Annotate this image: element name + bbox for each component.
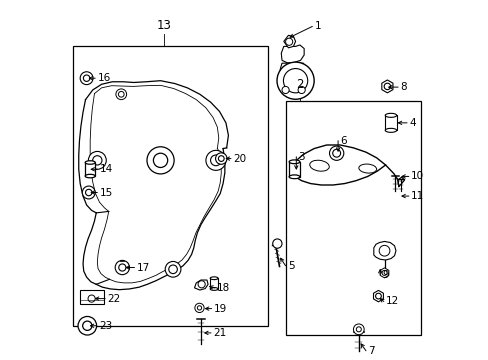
Circle shape (194, 303, 203, 312)
Ellipse shape (210, 277, 218, 280)
Text: 22: 22 (107, 294, 121, 303)
Circle shape (83, 75, 90, 81)
Circle shape (116, 89, 126, 100)
Text: 21: 21 (213, 328, 226, 338)
Circle shape (88, 295, 95, 302)
Polygon shape (280, 63, 304, 91)
Bar (385, 115, 396, 130)
Circle shape (93, 156, 102, 165)
Circle shape (82, 321, 92, 330)
Text: 1: 1 (314, 21, 321, 31)
Ellipse shape (385, 129, 396, 132)
Text: 11: 11 (410, 191, 424, 201)
Polygon shape (283, 35, 295, 48)
Text: 2: 2 (296, 78, 303, 91)
Text: 3: 3 (298, 152, 305, 162)
Polygon shape (373, 242, 395, 260)
Circle shape (82, 186, 95, 199)
Text: 9: 9 (382, 270, 388, 280)
Circle shape (353, 324, 364, 335)
Polygon shape (380, 268, 388, 278)
Circle shape (115, 260, 129, 275)
Circle shape (153, 153, 167, 167)
Circle shape (283, 68, 307, 93)
Circle shape (168, 265, 177, 274)
Text: 7: 7 (367, 346, 374, 356)
Ellipse shape (309, 160, 328, 171)
Bar (285, 102, 421, 336)
Text: 4: 4 (408, 118, 415, 128)
Ellipse shape (358, 164, 376, 173)
Polygon shape (281, 45, 304, 63)
Circle shape (298, 86, 305, 94)
Circle shape (218, 156, 224, 161)
Polygon shape (381, 80, 392, 93)
Circle shape (205, 150, 225, 170)
Ellipse shape (85, 174, 95, 178)
Circle shape (276, 62, 313, 99)
Text: 14: 14 (99, 164, 113, 174)
Circle shape (282, 86, 288, 94)
Text: 8: 8 (400, 82, 406, 92)
Bar (210, 278, 218, 289)
Ellipse shape (85, 161, 95, 164)
Circle shape (85, 189, 92, 196)
Text: 20: 20 (233, 154, 245, 163)
Polygon shape (397, 177, 404, 186)
Circle shape (198, 281, 205, 288)
Circle shape (119, 264, 125, 271)
Text: 12: 12 (385, 296, 398, 306)
Circle shape (381, 270, 386, 275)
Circle shape (329, 146, 343, 160)
Circle shape (197, 306, 201, 310)
Circle shape (378, 246, 389, 256)
Circle shape (165, 261, 181, 277)
Circle shape (375, 293, 381, 299)
Circle shape (215, 153, 226, 164)
Polygon shape (373, 291, 383, 302)
Bar (288, 162, 299, 177)
Bar (85, 162, 95, 176)
Bar (73, 46, 267, 327)
Ellipse shape (385, 113, 396, 117)
Text: 15: 15 (99, 188, 113, 198)
Text: 18: 18 (216, 283, 229, 293)
Circle shape (272, 239, 282, 248)
Text: 6: 6 (340, 136, 346, 146)
Text: 19: 19 (213, 303, 226, 314)
Text: 23: 23 (99, 321, 112, 331)
Text: 5: 5 (287, 261, 294, 271)
Text: 17: 17 (136, 262, 149, 273)
Circle shape (384, 83, 390, 90)
Circle shape (356, 327, 361, 332)
Polygon shape (194, 280, 207, 290)
Circle shape (285, 38, 292, 45)
Ellipse shape (288, 175, 299, 179)
Circle shape (147, 147, 174, 174)
Text: 13: 13 (156, 19, 171, 32)
Ellipse shape (210, 288, 218, 290)
Circle shape (118, 91, 124, 97)
Bar (80, 290, 104, 304)
Circle shape (88, 152, 106, 169)
Circle shape (80, 72, 93, 85)
Ellipse shape (288, 160, 299, 164)
Text: 16: 16 (97, 73, 110, 83)
Circle shape (332, 149, 340, 157)
Circle shape (210, 155, 221, 166)
Circle shape (78, 316, 97, 335)
Text: 10: 10 (410, 171, 423, 181)
